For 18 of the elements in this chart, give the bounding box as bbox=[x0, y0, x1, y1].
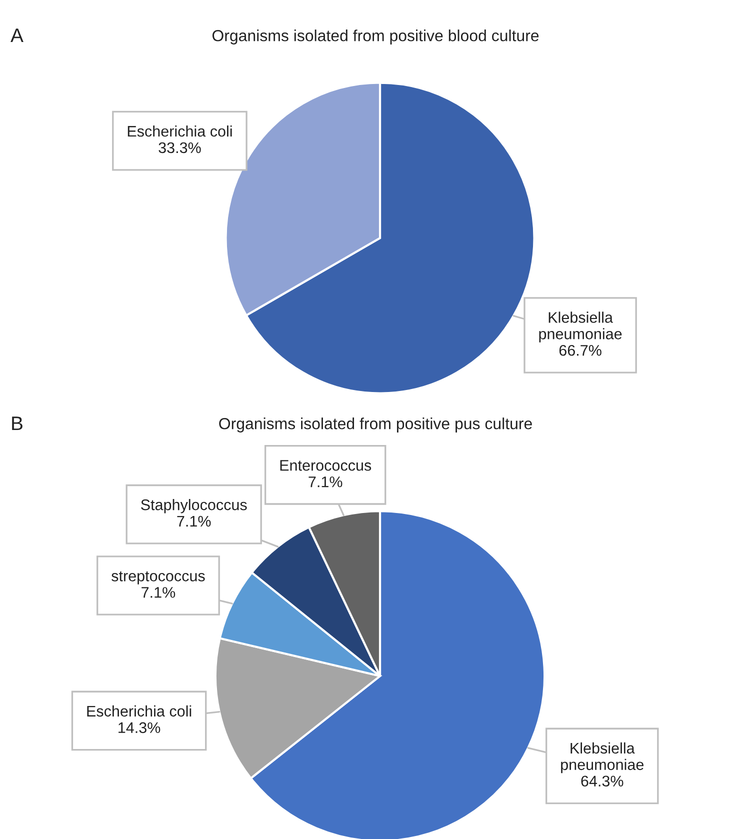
chart-title: Organisms isolated from positive blood culture bbox=[212, 30, 539, 44]
data-label: 64.3% bbox=[581, 776, 624, 787]
data-label: 7.1% bbox=[177, 516, 211, 527]
slice-label: Staphylococcus bbox=[141, 499, 247, 514]
data-label: 33.3% bbox=[158, 142, 201, 154]
data-label: 66.7% bbox=[559, 344, 602, 356]
data-label: 14.3% bbox=[118, 722, 160, 734]
text: B bbox=[12, 416, 22, 430]
data-label: 7.1% bbox=[308, 476, 342, 488]
slice-label: Escherichia coli bbox=[128, 125, 232, 137]
data-label: 7.1% bbox=[142, 587, 176, 598]
slice-label: Klebsiella pneumoniae bbox=[539, 312, 622, 342]
slice-label: streptococcus bbox=[112, 571, 205, 584]
slice-label: Klebsiella pneumoniae bbox=[561, 742, 644, 774]
slice-label: Enterococcus bbox=[280, 460, 372, 471]
text: A bbox=[10, 28, 24, 42]
slice-label: Escherichia coli bbox=[87, 705, 192, 717]
chart-title: Organisms isolated from positive pus culture bbox=[219, 418, 532, 432]
